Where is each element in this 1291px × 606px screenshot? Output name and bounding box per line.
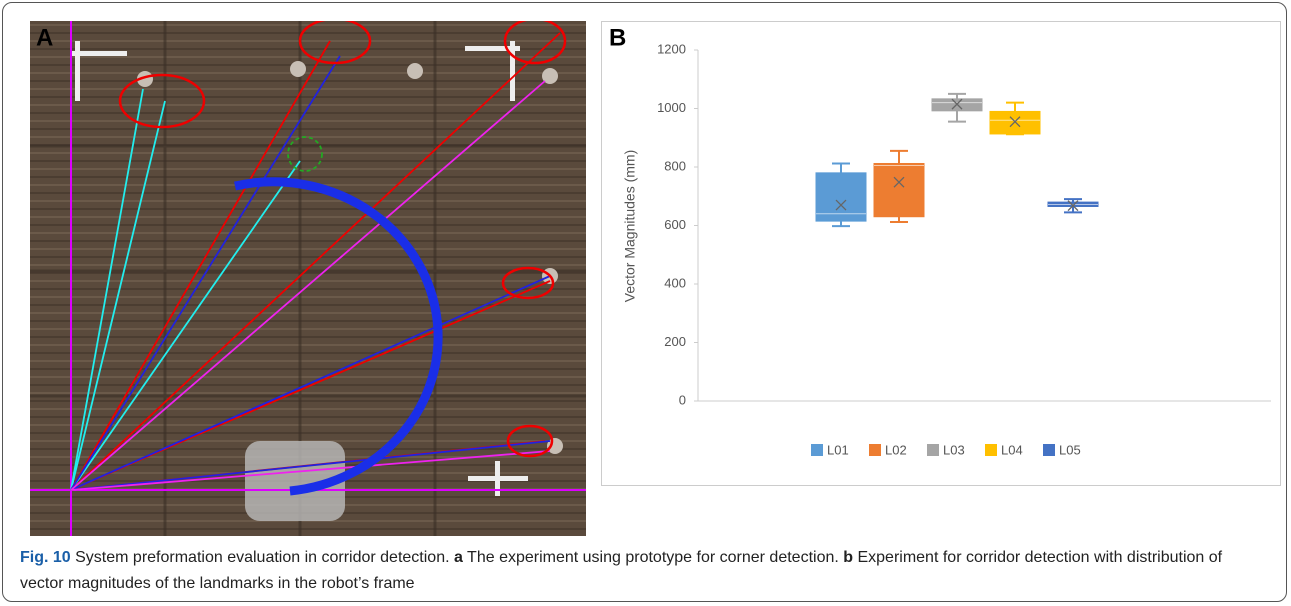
- box: [873, 162, 925, 218]
- box: [815, 172, 867, 222]
- photo-panel: A: [30, 21, 586, 536]
- mean-marker: [835, 199, 847, 211]
- legend-swatch: [811, 444, 823, 456]
- y-tick-label: 200: [664, 334, 686, 349]
- y-tick-label: 0: [679, 392, 686, 407]
- y-tick-label: 1000: [657, 100, 686, 115]
- legend-label: L04: [1001, 442, 1023, 457]
- y-tick-label: 800: [664, 158, 686, 173]
- caption: Fig. 10 System preformation evaluation i…: [20, 545, 1270, 597]
- caption-a: a: [453, 549, 463, 566]
- caption-text: Experiment for corridor detection with d…: [20, 549, 1223, 592]
- y-tick-label: 1200: [657, 41, 686, 56]
- legend-swatch: [1043, 444, 1055, 456]
- caption-b: b: [843, 549, 854, 566]
- box: [989, 110, 1041, 135]
- mean-marker: [951, 98, 963, 110]
- chart: B Vector Magnitudes (mm) 0 200 400 600 800 10…: [601, 21, 1281, 486]
- y-tick-label: 600: [664, 217, 686, 232]
- caption-label: Fig. 10: [20, 549, 71, 566]
- legend-label: L05: [1059, 442, 1081, 457]
- y-axis-label: Vector Magnitudes (mm): [622, 150, 638, 303]
- legend-swatch: [869, 444, 881, 456]
- mean-marker: [893, 176, 905, 188]
- legend-swatch: [985, 444, 997, 456]
- panel-label: B: [609, 24, 626, 51]
- chart-frame: [601, 21, 1281, 486]
- y-tick-label: 400: [664, 275, 686, 290]
- mean-marker: [1067, 200, 1079, 212]
- legend-swatch: [927, 444, 939, 456]
- legend-label: L02: [885, 442, 907, 457]
- mean-marker: [1009, 116, 1021, 128]
- panel-label: A: [36, 24, 53, 51]
- caption-text: The experiment using prototype for corne…: [462, 549, 844, 566]
- legend-label: L01: [827, 442, 849, 457]
- caption-text: System preformation evaluation in corrid…: [70, 549, 454, 566]
- legend-label: L03: [943, 442, 965, 457]
